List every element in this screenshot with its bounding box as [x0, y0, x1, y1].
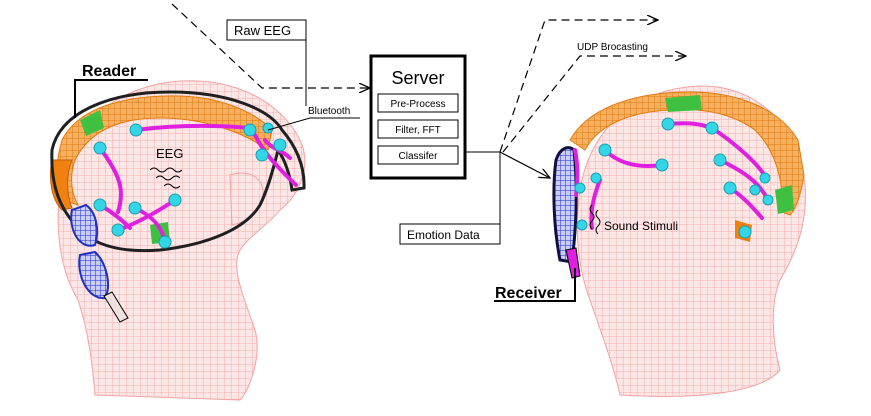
- server-step-3: Classifer: [399, 151, 439, 162]
- server-outputs: Emotion Data UDP Brocasting: [399, 20, 686, 245]
- receiver-leader: [494, 268, 576, 302]
- server-step-1: Pre-Process: [390, 99, 445, 110]
- server-step-box-3: [377, 145, 459, 165]
- raw-eeg-arrow: [171, 3, 370, 88]
- raw-eeg-path: Raw EEG: [171, 3, 370, 106]
- eeg-wave-icon: [149, 167, 183, 189]
- receiver-head: Sound Stimuli Receiver: [494, 85, 806, 397]
- reader-leader: [74, 79, 148, 118]
- receiver-electrodes: [574, 117, 774, 239]
- sound-wave-icon: [589, 204, 601, 235]
- server-title: Server: [391, 68, 444, 88]
- reader-electrodes: [93, 122, 287, 249]
- udp-arrow-2: [502, 56, 686, 153]
- emotion-data-box: [399, 223, 501, 245]
- bluetooth-line: [267, 117, 360, 131]
- raw-eeg-label: Raw EEG: [234, 23, 291, 38]
- reader-headset-side: [49, 159, 73, 211]
- reader-headset-band: [56, 95, 273, 206]
- bluetooth-path: Bluetooth: [267, 106, 360, 131]
- receiver-arrow: [499, 151, 550, 178]
- receiver-green-accent: [665, 95, 702, 112]
- reader-label: Reader: [82, 63, 136, 80]
- server-step-box-2: [377, 119, 459, 139]
- server-step-2: Filter, FFT: [395, 125, 441, 136]
- receiver-green-accent-2: [775, 185, 794, 214]
- receiver-label: Receiver: [495, 285, 562, 302]
- reader-headphone: [70, 203, 99, 247]
- receiver-headphone-stem: [565, 247, 581, 279]
- sound-stimuli-label: Sound Stimuli: [604, 219, 678, 233]
- reader-headset-outline: [50, 90, 306, 253]
- udp-arrow-1: [499, 20, 658, 153]
- udp-label: UDP Brocasting: [577, 42, 648, 53]
- reader-headphone-stem: [103, 291, 129, 323]
- reader-green-accent: [80, 110, 104, 136]
- emotion-data-label: Emotion Data: [407, 228, 480, 242]
- server-block: Server Pre-Process Filter, FFT Classifer: [369, 54, 467, 180]
- eeg-label: EEG: [156, 146, 183, 161]
- bluetooth-label: Bluetooth: [308, 106, 350, 117]
- server-step-box-1: [377, 93, 459, 113]
- reader-head: EEG Reader: [49, 63, 306, 401]
- receiver-headphone: [552, 146, 578, 264]
